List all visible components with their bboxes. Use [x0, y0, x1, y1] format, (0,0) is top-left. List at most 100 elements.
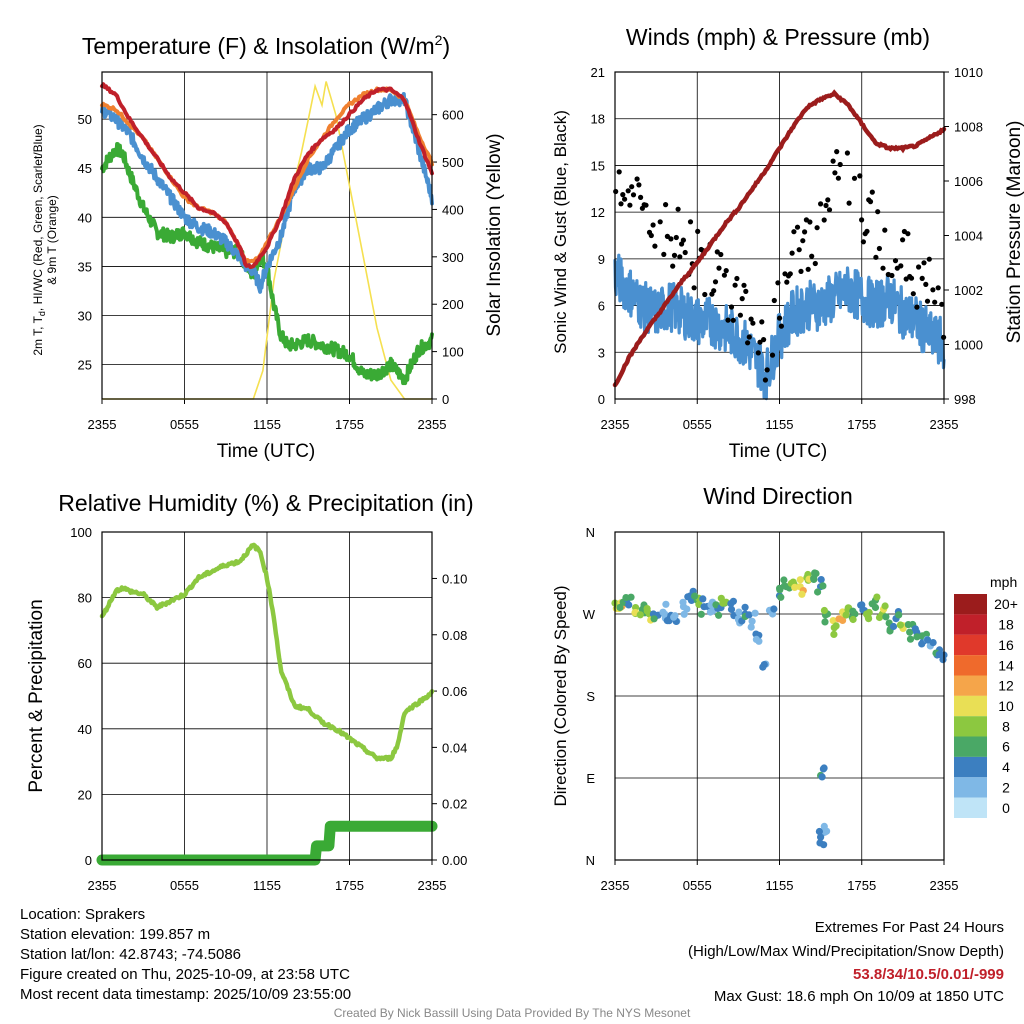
winds-gust-point-36: [695, 228, 701, 234]
winds-gust-point-119: [892, 258, 899, 264]
dir-xtick-label-2: 1155: [766, 878, 794, 893]
winds-gust-point-89: [812, 260, 818, 267]
winds-gust-point-102: [846, 200, 852, 206]
rh-frame: [101, 531, 433, 861]
dir-point-98: [770, 605, 778, 613]
winds-gust-point-26: [673, 234, 679, 241]
winds-ytick-label-7: 21: [591, 65, 605, 80]
dir-ytick-label-0: N: [586, 853, 595, 868]
winds-gust-point-112: [873, 254, 879, 260]
winds-gust-point-0: [613, 188, 619, 195]
dir-point-10: [616, 603, 624, 612]
dir-point-186: [918, 640, 926, 648]
winds-xtick-label-1: 0555: [683, 417, 712, 432]
dir-legend-label-3: 14: [998, 657, 1014, 673]
rh-ytick-label-1: 20: [78, 787, 92, 802]
temp-ylabel-left-1: 2m T, Td, HI/WC (Red, Green, Scarlet/Blu…: [31, 124, 47, 355]
winds-gust-point-81: [796, 247, 802, 253]
dir-point-114: [796, 576, 804, 584]
winds-gust-point-90: [814, 225, 820, 231]
winds-gust-point-86: [805, 266, 811, 272]
dir-xtick-label-1: 0555: [683, 878, 712, 893]
winds-gust-point-133: [923, 281, 929, 287]
dir-point-122: [812, 569, 820, 578]
rh-rtick-label-1: 0.02: [442, 797, 467, 812]
dir-legend-label-7: 6: [1002, 739, 1010, 755]
rh-ytick-label-2: 40: [78, 722, 92, 737]
winds-gust-point-71: [775, 280, 781, 286]
winds-gust-point-121: [898, 263, 904, 269]
winds-gust-point-5: [625, 188, 631, 194]
winds-gust-point-122: [900, 237, 906, 243]
winds-ytick-label-6: 18: [591, 112, 605, 127]
dir-point-125: [817, 576, 825, 584]
rh-ytick-label-4: 80: [78, 591, 92, 606]
dir-point-154: [863, 610, 871, 618]
dir-point-207: [815, 827, 824, 836]
dir-legend-label-0: 20+: [994, 596, 1018, 612]
winds-gust-point-137: [932, 299, 938, 305]
dir-point-158: [868, 600, 876, 608]
dir-point-177: [904, 621, 912, 629]
winds-gust-point-48: [721, 272, 728, 278]
winds-ytick-label-1: 3: [598, 345, 605, 360]
dir-point-150: [857, 601, 865, 609]
dir-point-200: [818, 773, 826, 781]
winds-gust-point-84: [802, 229, 808, 235]
winds-gust-point-106: [860, 239, 867, 245]
winds-gust-point-108: [864, 228, 870, 234]
dir-point-133: [830, 630, 838, 639]
winds-gust-point-104: [857, 173, 863, 179]
temp-rtick-label-1: 100: [442, 345, 464, 360]
dir-frame: [614, 531, 945, 861]
dir-point-106: [780, 576, 788, 584]
dir-point-86: [751, 609, 759, 617]
winds-gust-point-57: [741, 282, 747, 288]
dir-point-14: [622, 594, 630, 602]
dir-legend-label-1: 18: [998, 617, 1014, 633]
dir-legend-label-4: 12: [998, 678, 1014, 694]
winds-gust-point-3: [620, 192, 626, 198]
winds-ylabel-left: Sonic Wind & Gust (Blue, Black): [551, 110, 570, 354]
dir-legend-swatch-10: [954, 797, 987, 818]
dir-point-145: [849, 607, 857, 615]
dir-point-204: [821, 828, 829, 836]
dir-point-76: [735, 608, 743, 616]
dir-legend-swatch-4: [954, 675, 987, 696]
footer-latlon: Station lat/lon: 42.8743; -74.5086: [20, 946, 242, 963]
winds-gust-point-46: [716, 265, 722, 271]
winds-gust-point-7: [629, 184, 635, 190]
dir-legend-swatch-3: [954, 655, 987, 676]
dir-point-94: [760, 661, 768, 669]
winds-gust-point-31: [682, 249, 688, 256]
winds-gust-point-10: [636, 182, 642, 188]
winds-gust-point-67: [762, 377, 769, 383]
rh-title: Relative Humidity (%) & Precipitation (i…: [58, 490, 473, 516]
dir-legend-label-2: 16: [998, 637, 1014, 653]
rh-rtick-label-4: 0.08: [442, 628, 467, 643]
winds-gust-point-29: [679, 241, 685, 247]
dir-point-161: [881, 602, 889, 610]
winds-xtick-label-0: 2355: [601, 417, 630, 432]
dir-point-70: [717, 594, 725, 602]
winds-gust-point-25: [671, 252, 678, 258]
winds-gust-point-30: [680, 237, 687, 243]
winds-gust-point-97: [832, 170, 838, 176]
max-gust: Max Gust: 18.6 mph On 10/09 at 1850 UTC: [713, 988, 1004, 1005]
winds-gust-point-129: [914, 304, 920, 310]
dir-legend-swatch-5: [954, 695, 987, 717]
dir-point-110: [791, 583, 799, 592]
dir-point-83: [748, 617, 756, 625]
winds-gust-point-27: [675, 206, 681, 212]
dir-legend-label-6: 8: [1002, 718, 1010, 734]
dir-point-180: [911, 625, 919, 633]
winds-gust-point-113: [875, 209, 881, 215]
winds-gust-point-130: [916, 264, 922, 270]
winds-gust-point-73: [778, 323, 785, 329]
dir-point-30: [650, 615, 658, 623]
temp-ytick-label-2: 35: [78, 259, 92, 274]
dir-point-62: [706, 608, 715, 616]
dir-point-58: [697, 610, 705, 618]
winds-gust-point-125: [905, 231, 911, 237]
dir-point-25: [643, 607, 651, 615]
